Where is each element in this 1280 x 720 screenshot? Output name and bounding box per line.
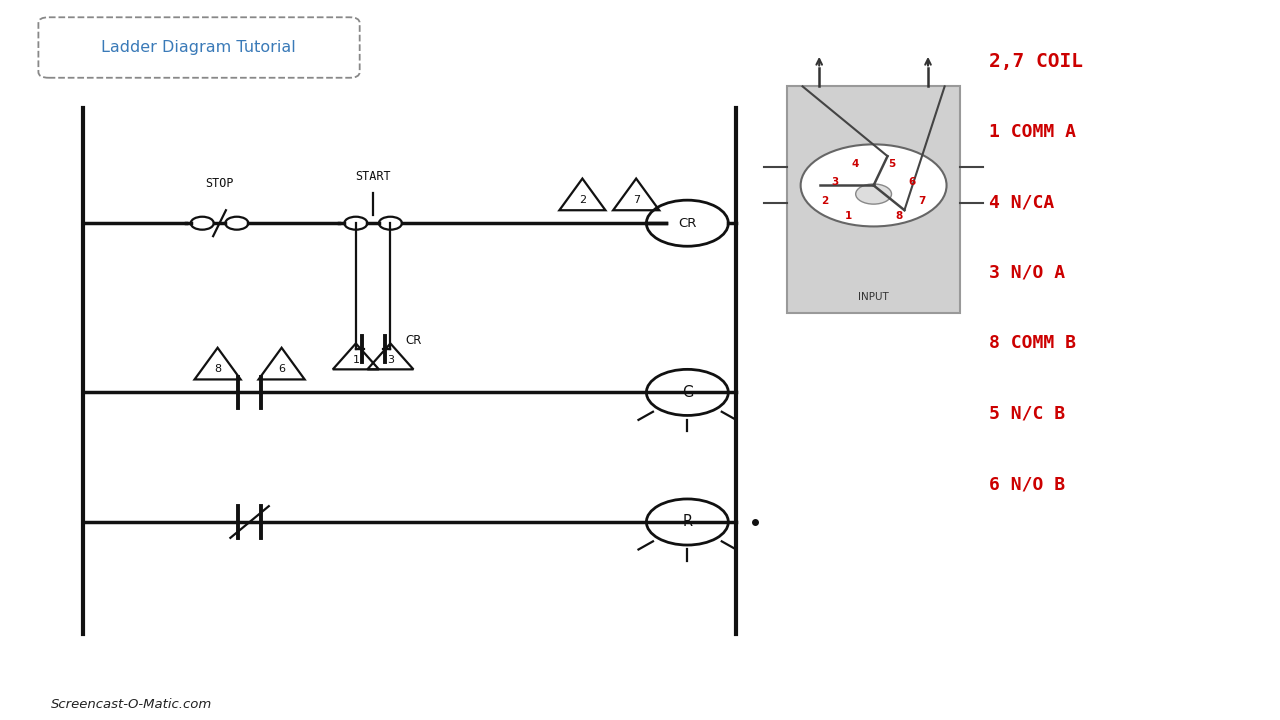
Text: 4: 4 <box>852 159 859 168</box>
Text: 5 N/C B: 5 N/C B <box>989 405 1065 423</box>
Text: 6: 6 <box>278 364 285 374</box>
Text: Ladder Diagram Tutorial: Ladder Diagram Tutorial <box>101 40 296 55</box>
Text: STOP: STOP <box>205 177 234 190</box>
Text: 6 N/O B: 6 N/O B <box>989 476 1065 494</box>
Text: 7: 7 <box>632 195 640 205</box>
Text: 1: 1 <box>845 211 851 220</box>
Text: 2: 2 <box>579 195 586 205</box>
Bar <box>787 86 960 313</box>
Circle shape <box>856 184 891 204</box>
Text: 4 N/CA: 4 N/CA <box>989 193 1055 211</box>
Text: 2,7 COIL: 2,7 COIL <box>989 52 1083 71</box>
Text: 1 COMM A: 1 COMM A <box>989 122 1076 141</box>
Text: 8: 8 <box>214 364 221 374</box>
Text: CR: CR <box>406 334 422 347</box>
Text: 5: 5 <box>888 159 895 168</box>
Text: 3 N/O A: 3 N/O A <box>989 264 1065 282</box>
Text: 8 COMM B: 8 COMM B <box>989 334 1076 352</box>
Text: INPUT: INPUT <box>858 292 890 302</box>
Text: R: R <box>682 515 692 529</box>
Text: 6: 6 <box>909 177 915 186</box>
Text: 2: 2 <box>822 197 828 206</box>
Text: Screencast-O-Matic.com: Screencast-O-Matic.com <box>51 698 212 711</box>
Text: 1: 1 <box>352 355 360 365</box>
Text: G: G <box>682 385 692 400</box>
Circle shape <box>801 145 947 227</box>
Text: 8: 8 <box>896 211 902 220</box>
Text: 3: 3 <box>832 177 838 186</box>
Text: CR: CR <box>678 217 696 230</box>
Text: START: START <box>356 170 390 183</box>
Text: 7: 7 <box>919 197 925 206</box>
FancyBboxPatch shape <box>38 17 360 78</box>
Text: 3: 3 <box>387 355 394 365</box>
